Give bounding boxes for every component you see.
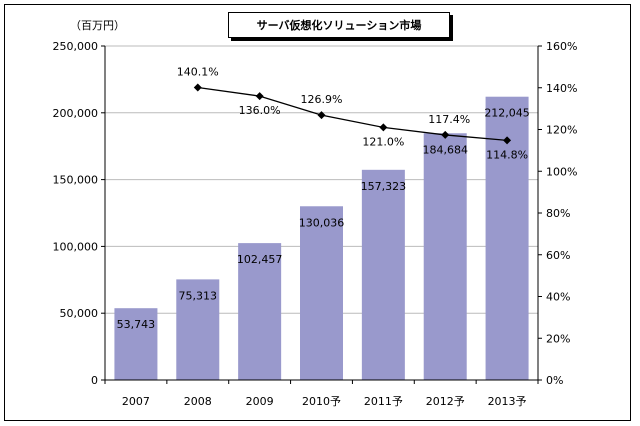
bar: [423, 133, 467, 380]
y-tick-label: 100,000: [53, 240, 99, 253]
x-tick-label: 2011予: [364, 395, 403, 408]
y2-tick-label: 0%: [546, 374, 563, 387]
growth-rate-label: 114.8%: [486, 148, 528, 161]
bar-value-label: 130,036: [299, 216, 345, 229]
growth-rate-marker: [193, 83, 202, 92]
y-tick-label: 250,000: [53, 40, 99, 53]
bar: [238, 243, 282, 380]
chart-frame: [4, 4, 631, 421]
y-tick-label: 200,000: [53, 107, 99, 120]
y2-tick-label: 120%: [546, 124, 577, 137]
y-tick-label: 150,000: [53, 174, 99, 187]
y2-tick-label: 100%: [546, 165, 577, 178]
bar-value-label: 212,045: [484, 107, 530, 120]
bar: [176, 279, 220, 380]
bar: [114, 308, 158, 380]
y-axis-unit-label: （百万円）: [70, 19, 125, 32]
bar-value-label: 157,323: [361, 180, 407, 193]
y2-tick-label: 160%: [546, 40, 577, 53]
y2-tick-label: 80%: [546, 207, 570, 220]
y-tick-label: 50,000: [60, 307, 99, 320]
growth-rate-label: 117.4%: [428, 113, 470, 126]
x-tick-label: 2009: [246, 395, 274, 408]
y2-tick-label: 40%: [546, 291, 570, 304]
y-tick-label: 0: [91, 374, 98, 387]
x-tick-label: 2007: [122, 395, 150, 408]
growth-rate-marker: [441, 130, 450, 139]
growth-rate-marker: [255, 92, 264, 101]
growth-rate-label: 121.0%: [362, 135, 404, 148]
x-tick-label: 2010予: [302, 395, 341, 408]
x-tick-label: 2008: [184, 395, 212, 408]
x-tick-label: 2012予: [426, 395, 465, 408]
growth-rate-line: [197, 86, 508, 142]
x-tick-label: 2013予: [488, 395, 527, 408]
bar-value-label: 53,743: [117, 318, 156, 331]
y2-tick-label: 20%: [546, 332, 570, 345]
growth-rate-label: 136.0%: [239, 104, 281, 117]
growth-rate-label: 126.9%: [301, 93, 343, 106]
growth-rate-marker: [503, 136, 512, 145]
bar: [300, 206, 343, 380]
bar-value-label: 102,457: [237, 253, 283, 266]
chart-title: サーバ仮想化ソリューション市場: [228, 12, 450, 38]
growth-rate-label: 140.1%: [177, 66, 219, 79]
growth-rate-marker: [317, 111, 326, 120]
y2-tick-label: 60%: [546, 249, 570, 262]
growth-rate-marker: [379, 123, 388, 132]
bar-value-label: 75,313: [179, 289, 218, 302]
bar-value-label: 184,684: [422, 143, 468, 156]
bar: [361, 169, 405, 380]
y2-tick-label: 140%: [546, 82, 577, 95]
